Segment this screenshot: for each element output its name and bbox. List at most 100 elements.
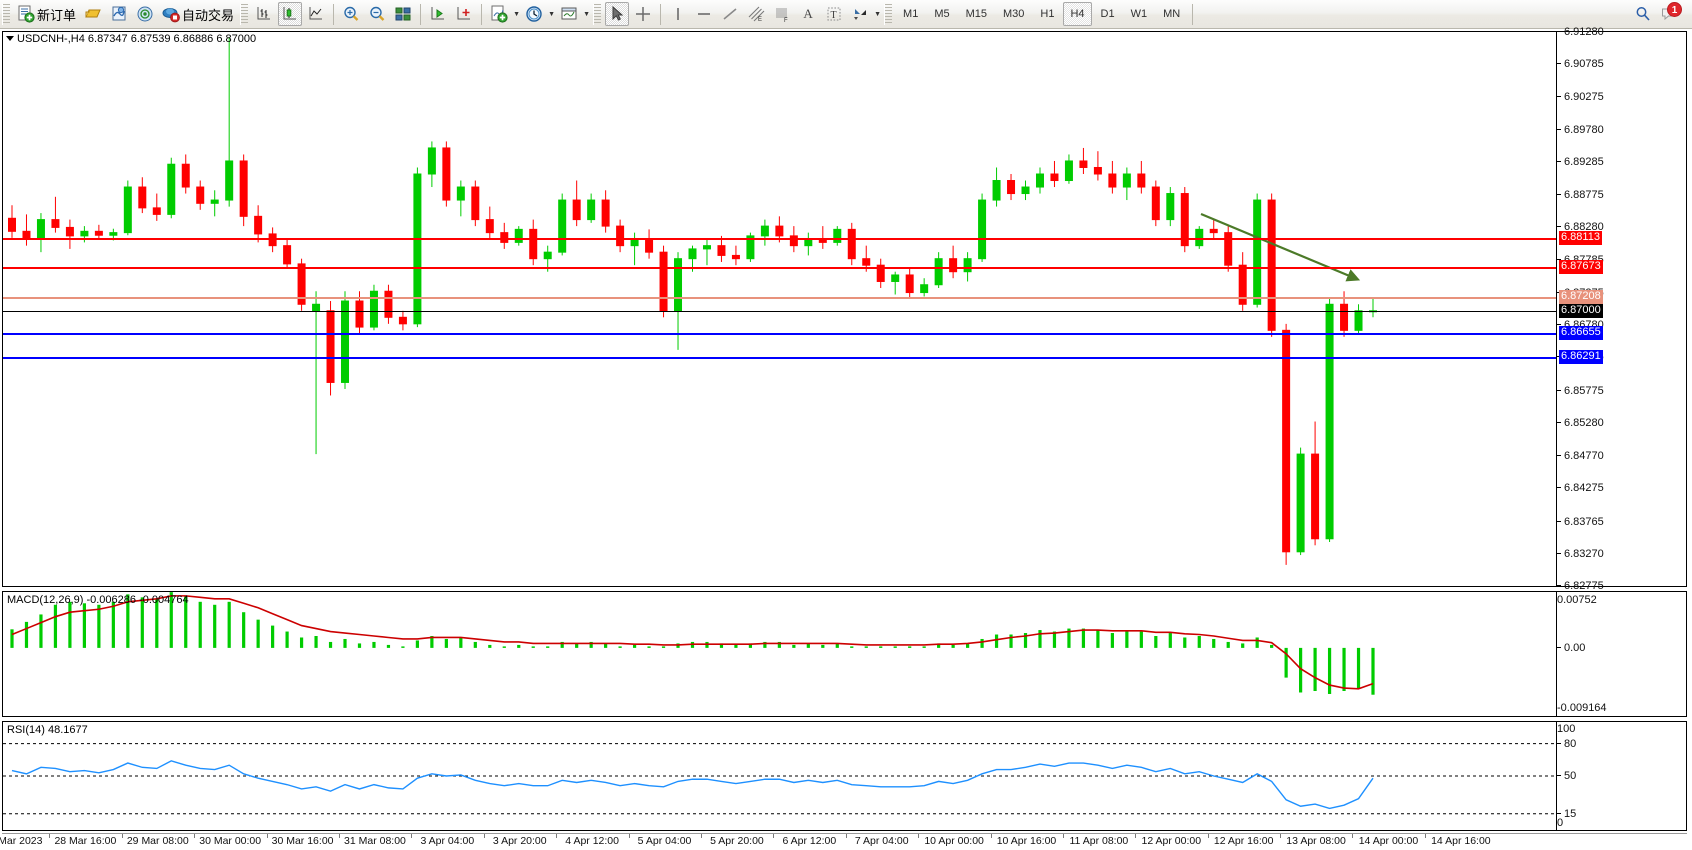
indicators-button[interactable] — [487, 2, 511, 26]
rsi-plot-area[interactable] — [3, 722, 1556, 830]
price-level-tag-1[interactable]: 6.87673 — [1559, 259, 1603, 274]
timeframe-m30-label: M30 — [1003, 8, 1025, 20]
time-tick-sep — [700, 834, 702, 838]
macd-pane[interactable]: MACD(12,26,9) -0.006286 -0.004764 0.0075… — [2, 591, 1687, 717]
toolbar-grip-3[interactable] — [593, 3, 602, 25]
time-tick-sep — [121, 834, 123, 838]
price-level-tag-4[interactable]: 6.86655 — [1559, 326, 1603, 341]
price-level-tag-5[interactable]: 6.86291 — [1559, 349, 1603, 364]
horizontal-line-tool-button[interactable] — [692, 2, 716, 26]
timeframe-d1-button[interactable]: D1 — [1094, 2, 1122, 26]
market-watch-button[interactable] — [391, 2, 415, 26]
indicators-dropdown-arrow[interactable]: ▼ — [513, 10, 520, 18]
equidistant-channel-button[interactable]: E — [744, 2, 768, 26]
notifications-button[interactable]: 1 — [1656, 2, 1682, 26]
time-tick-sep — [411, 834, 413, 838]
templates-dropdown-arrow[interactable]: ▼ — [583, 10, 590, 18]
auto-scroll-button[interactable] — [452, 2, 476, 26]
timeframe-m15-button[interactable]: M15 — [959, 2, 994, 26]
zoom-out-button[interactable] — [365, 2, 389, 26]
line-chart-icon — [309, 7, 323, 20]
macd-label: MACD(12,26,9) -0.006286 -0.004764 — [7, 594, 189, 606]
candlestick-chart-button[interactable] — [278, 2, 303, 26]
arrows-tool-button[interactable] — [848, 2, 872, 26]
templates-button[interactable] — [557, 2, 581, 26]
timeframe-m30-button[interactable]: M30 — [996, 2, 1031, 26]
toolbar-separator-4 — [660, 3, 662, 25]
zoom-in-button[interactable] — [339, 2, 363, 26]
arrows-dropdown-arrow[interactable]: ▼ — [874, 10, 881, 18]
navigator-button[interactable] — [107, 2, 131, 26]
timeframe-m1-button[interactable]: M1 — [896, 2, 925, 26]
price-tick: 6.88280 — [1557, 221, 1604, 233]
terminal-button[interactable] — [81, 2, 105, 26]
price-level-line-5[interactable] — [3, 356, 1556, 359]
price-level-tag-2[interactable]: 6.87208 — [1559, 290, 1603, 305]
time-label: 5 Apr 04:00 — [637, 835, 692, 847]
trend-arrow[interactable] — [1200, 212, 1361, 282]
vertical-line-tool-button[interactable] — [666, 2, 690, 26]
timeframe-h4-button[interactable]: H4 — [1063, 2, 1092, 26]
period-button[interactable] — [522, 2, 546, 26]
toolbar-grip-4[interactable] — [884, 3, 893, 25]
time-label: 31 Mar 08:00 — [344, 835, 406, 847]
time-label: 12 Apr 16:00 — [1213, 835, 1274, 847]
add-indicator-icon — [491, 5, 508, 23]
timeframe-w1-button[interactable]: W1 — [1124, 2, 1155, 26]
timeframe-m5-button[interactable]: M5 — [927, 2, 956, 26]
rsi-pane[interactable]: RSI(14) 48.1677 100 80 50 15 0 — [2, 721, 1687, 831]
crosshair-tool-button[interactable] — [631, 2, 655, 26]
shift-end-button[interactable] — [426, 2, 450, 26]
time-label: 6 Apr 12:00 — [782, 835, 837, 847]
price-level-tag-0[interactable]: 6.88113 — [1559, 231, 1602, 246]
data-window-button[interactable] — [133, 2, 157, 26]
timeframe-h1-label: H1 — [1040, 8, 1055, 20]
price-level-line-2[interactable] — [3, 297, 1556, 300]
auto-trading-button[interactable]: 自动交易 — [159, 2, 237, 26]
rsi-tick: 80 — [1557, 738, 1576, 750]
toolbar-grip-1[interactable] — [2, 3, 10, 25]
fibonacci-tool-button[interactable]: F — [770, 2, 794, 26]
time-tick-sep — [266, 834, 268, 838]
price-scale[interactable]: 6.91280 6.90785 6.90275 6.89780 6.89285 6.887… — [1556, 26, 1686, 592]
new-order-label: 新订单 — [37, 7, 77, 23]
price-chart-pane[interactable]: USDCNH-,H4 6.87347 6.87539 6.86886 6.870… — [2, 26, 1687, 592]
timeframe-m1-label: M1 — [903, 8, 919, 20]
cursor-tool-button[interactable] — [605, 2, 630, 26]
template-icon — [561, 7, 577, 20]
time-label: 10 Apr 16:00 — [996, 835, 1057, 847]
price-level-tag-3[interactable]: 6.87000 — [1559, 303, 1603, 318]
price-tick: 6.91280 — [1557, 26, 1604, 38]
price-plot-area[interactable] — [3, 32, 1556, 586]
time-tick-sep — [1352, 834, 1354, 838]
price-level-line-3[interactable] — [3, 310, 1556, 312]
toolbar-separator-3 — [481, 3, 483, 25]
text-label-tool-button[interactable]: T — [822, 2, 846, 26]
rsi-svg — [3, 743, 1556, 815]
period-dropdown-arrow[interactable]: ▼ — [548, 10, 555, 18]
timeframe-d1-label: D1 — [1100, 8, 1115, 20]
search-button[interactable] — [1631, 2, 1655, 26]
timeframe-m5-label: M5 — [934, 8, 950, 20]
search-icon — [1636, 7, 1650, 21]
price-level-line-4[interactable] — [3, 333, 1556, 336]
time-tick-sep — [1424, 834, 1426, 838]
line-chart-button[interactable] — [304, 2, 328, 26]
price-tick: 6.83270 — [1557, 548, 1604, 560]
new-order-button[interactable]: 新订单 — [14, 2, 79, 26]
trendline-tool-button[interactable] — [718, 2, 742, 26]
price-level-line-0[interactable] — [3, 238, 1556, 241]
toolbar-grip-2[interactable] — [240, 3, 249, 25]
timeframe-h1-button[interactable]: H1 — [1033, 2, 1061, 26]
macd-plot-area[interactable] — [3, 592, 1556, 716]
candles-svg — [8, 37, 1377, 565]
timeframe-mn-button[interactable]: MN — [1156, 2, 1187, 26]
time-scale[interactable]: 28 Mar 2023 28 Mar 16:00 29 Mar 08:00 30 Ma… — [0, 833, 1687, 850]
bar-chart-icon — [257, 7, 271, 20]
price-level-line-1[interactable] — [3, 266, 1556, 269]
time-label: 14 Apr 00:00 — [1358, 835, 1419, 847]
bar-chart-button[interactable] — [252, 2, 276, 26]
chart-menu-arrow-icon[interactable] — [6, 36, 14, 41]
price-tick: 6.83765 — [1557, 516, 1604, 528]
text-tool-button[interactable]: A — [796, 2, 820, 26]
